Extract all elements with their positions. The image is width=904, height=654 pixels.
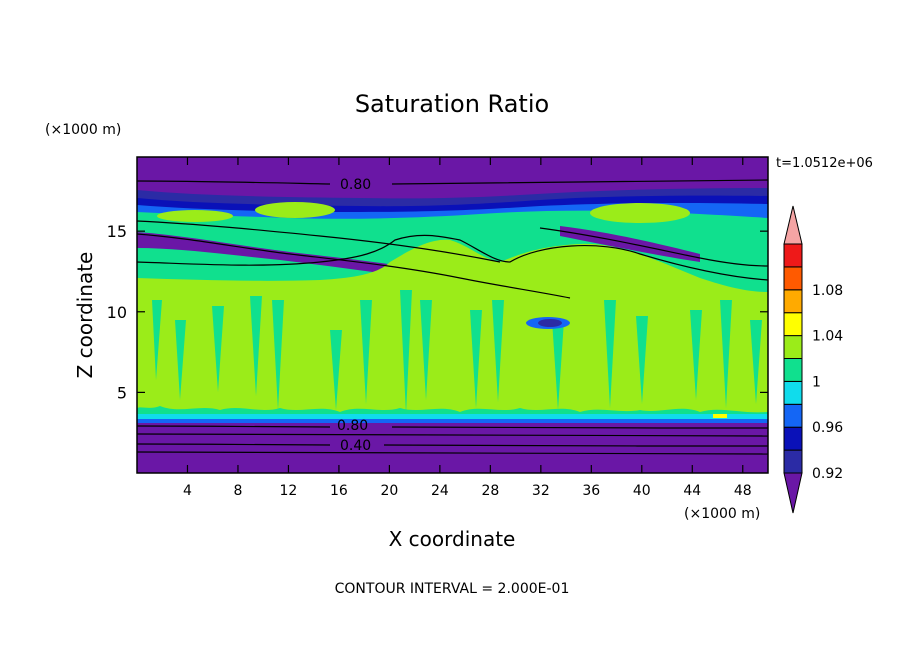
colorbar-swatch (783, 266, 803, 291)
colorbar-tick-label: 0.96 (812, 420, 843, 436)
y-axis: 5 10 15 (107, 222, 768, 402)
contour-fill-field (137, 157, 768, 473)
colorbar: 0.92 0.96 1 1.04 1.08 (783, 205, 843, 514)
y-tick-label: 5 (117, 383, 127, 402)
colorbar-swatch (783, 289, 803, 314)
y-axis-label: Z coordinate (73, 252, 97, 379)
y-unit-label: (×1000 m) (45, 122, 121, 138)
colorbar-swatch (783, 449, 803, 474)
contour-lines (137, 179, 768, 455)
colorbar-swatch (783, 403, 803, 428)
colorbar-tick-label: 1.04 (812, 329, 843, 345)
colorbar-swatch (783, 380, 803, 405)
colorbar-tick-label: 1 (812, 374, 821, 390)
colorbar-min-arrow (783, 472, 803, 514)
x-tick-label: 16 (330, 483, 348, 499)
x-tick-label: 4 (183, 483, 192, 499)
colorbar-tick-label: 1.08 (812, 283, 843, 299)
x-tick-label: 40 (633, 483, 651, 499)
x-tick-label: 32 (532, 483, 550, 499)
contour-label: 0.80 (337, 418, 368, 434)
x-tick-label: 28 (481, 483, 499, 499)
x-tick-label: 48 (734, 483, 752, 499)
x-axis: 4 8 12 16 20 24 28 32 36 40 44 48 (183, 157, 752, 499)
contour-label-group: 0.80 0.80 0.40 (337, 177, 371, 454)
colorbar-swatch (783, 358, 803, 382)
x-tick-label: 44 (683, 483, 701, 499)
colorbar-swatch (783, 426, 803, 451)
x-tick-label: 20 (380, 483, 398, 499)
contour-interval-label: CONTOUR INTERVAL = 2.000E-01 (335, 581, 570, 597)
x-tick-label: 8 (233, 483, 242, 499)
x-axis-label: X coordinate (389, 527, 516, 551)
x-tick-label: 36 (582, 483, 600, 499)
x-tick-label: 24 (431, 483, 449, 499)
plot-frame (136, 156, 769, 474)
colorbar-swatch (783, 243, 803, 268)
contour-label: 0.40 (340, 438, 371, 454)
y-tick-label: 15 (107, 222, 127, 241)
x-unit-label: (×1000 m) (684, 506, 760, 522)
colorbar-swatch (783, 335, 803, 360)
colorbar-max-arrow (783, 205, 803, 245)
chart-title: Saturation Ratio (355, 90, 549, 118)
contour-label: 0.80 (340, 177, 371, 193)
y-tick-label: 10 (107, 303, 127, 322)
colorbar-swatch (783, 312, 803, 337)
x-tick-label: 12 (280, 483, 298, 499)
time-label: t=1.0512e+06 (776, 156, 873, 171)
colorbar-tick-label: 0.92 (812, 466, 843, 482)
